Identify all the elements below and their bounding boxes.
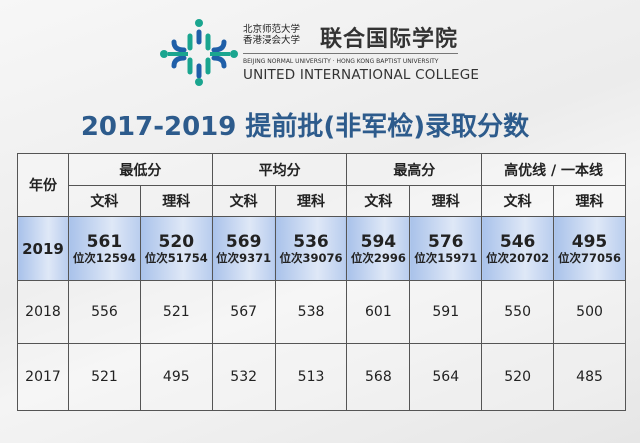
rank: 位次77056 — [558, 250, 622, 265]
score-cell: 521 — [68, 343, 141, 411]
rank: 位次2996 — [350, 250, 406, 265]
score-cell: 550 — [481, 280, 555, 344]
score-cell: 561 位次12594 — [68, 216, 141, 281]
score-cell: 564 — [409, 343, 483, 411]
score-cell: 594 位次2996 — [346, 216, 411, 281]
year-header: 年份 — [17, 153, 69, 217]
logo-english-name: UNITED INTERNATIONAL COLLEGE — [243, 67, 480, 83]
score-cell: 576 位次15971 — [409, 216, 483, 281]
logo-bnu-text: 北京师范大学 — [243, 24, 301, 35]
year-cell: 2017 — [17, 343, 69, 411]
score-cell: 532 — [211, 343, 276, 411]
score: 561 — [86, 231, 123, 252]
score-cell: 591 — [409, 280, 483, 344]
score-cell: 569 位次9371 — [211, 216, 276, 281]
uic-logo: 北京师范大学 香港浸会大学 联合国际学院 BEIJING NORMAL UNIV… — [160, 18, 479, 86]
subheader: 文科 — [68, 185, 141, 217]
subheader: 理科 — [409, 185, 483, 217]
scores-table: 年份 最低分 平均分 最高分 高优线 / 一本线 文科 理科 文科 理科 文科 … — [17, 153, 626, 411]
score-cell: 520 — [481, 343, 555, 411]
table-row-2017: 2017 521 495 532 513 568 564 520 485 — [17, 343, 626, 411]
score-cell: 546 位次20702 — [481, 216, 555, 281]
score: 576 — [428, 231, 464, 252]
year-cell: 2019 — [17, 216, 69, 281]
score: 536 — [293, 231, 329, 252]
score-cell: 495 — [139, 343, 213, 411]
score-cell: 601 — [346, 280, 411, 344]
logo-partner-universities: 北京师范大学 香港浸会大学 — [243, 24, 333, 46]
score: 495 — [571, 231, 608, 252]
rank: 位次12594 — [72, 250, 136, 265]
score-cell: 536 位次39076 — [274, 216, 348, 281]
group-header-avg: 平均分 — [211, 153, 348, 186]
table-row-2018: 2018 556 521 567 538 601 591 550 500 — [17, 280, 626, 344]
score-cell: 495 位次77056 — [553, 216, 626, 281]
uic-emblem-icon — [160, 19, 238, 86]
page-title: 2017-2019 提前批(非军检)录取分数 — [80, 112, 530, 142]
subheader: 理科 — [274, 185, 348, 217]
score-cell: 520 位次51754 — [139, 216, 213, 281]
rank: 位次20702 — [486, 250, 550, 265]
rank: 位次9371 — [216, 250, 272, 265]
score-cell: 568 — [346, 343, 411, 411]
rank: 位次51754 — [144, 250, 208, 265]
score-cell: 538 — [274, 280, 348, 344]
score: 520 — [158, 231, 195, 252]
score-cell: 556 — [68, 280, 141, 344]
score-cell: 521 — [139, 280, 213, 344]
subheader: 文科 — [211, 185, 276, 217]
subheader: 文科 — [481, 185, 555, 217]
subheader: 理科 — [553, 185, 626, 217]
logo-chinese-name: 联合国际学院 — [320, 27, 459, 52]
table-row-2019: 2019 561 位次12594 520 位次51754 569 位次9371 536… — [17, 216, 626, 281]
group-header-max: 最高分 — [346, 153, 483, 186]
logo-divider — [243, 53, 458, 54]
subheader: 文科 — [346, 185, 411, 217]
score-cell: 513 — [274, 343, 348, 411]
group-header-cutoff: 高优线 / 一本线 — [481, 153, 626, 186]
table-header-row: 年份 最低分 平均分 最高分 高优线 / 一本线 — [17, 153, 626, 217]
score: 569 — [225, 231, 262, 252]
rank: 位次15971 — [414, 250, 478, 265]
logo-hkbu-text: 香港浸会大学 — [243, 35, 301, 46]
rank: 位次39076 — [279, 250, 343, 265]
logo-english-partners: BEIJING NORMAL UNIVERSITY · HONG KONG BA… — [243, 58, 439, 65]
group-header-min: 最低分 — [68, 153, 213, 186]
subheader: 理科 — [139, 185, 213, 217]
score: 594 — [360, 231, 397, 252]
score: 546 — [499, 231, 536, 252]
year-cell: 2018 — [17, 280, 69, 344]
score-cell: 500 — [553, 280, 626, 344]
score-cell: 485 — [553, 343, 626, 411]
table-subheader-row: 文科 理科 文科 理科 文科 理科 文科 理科 — [18, 185, 626, 217]
score-cell: 567 — [211, 280, 276, 344]
